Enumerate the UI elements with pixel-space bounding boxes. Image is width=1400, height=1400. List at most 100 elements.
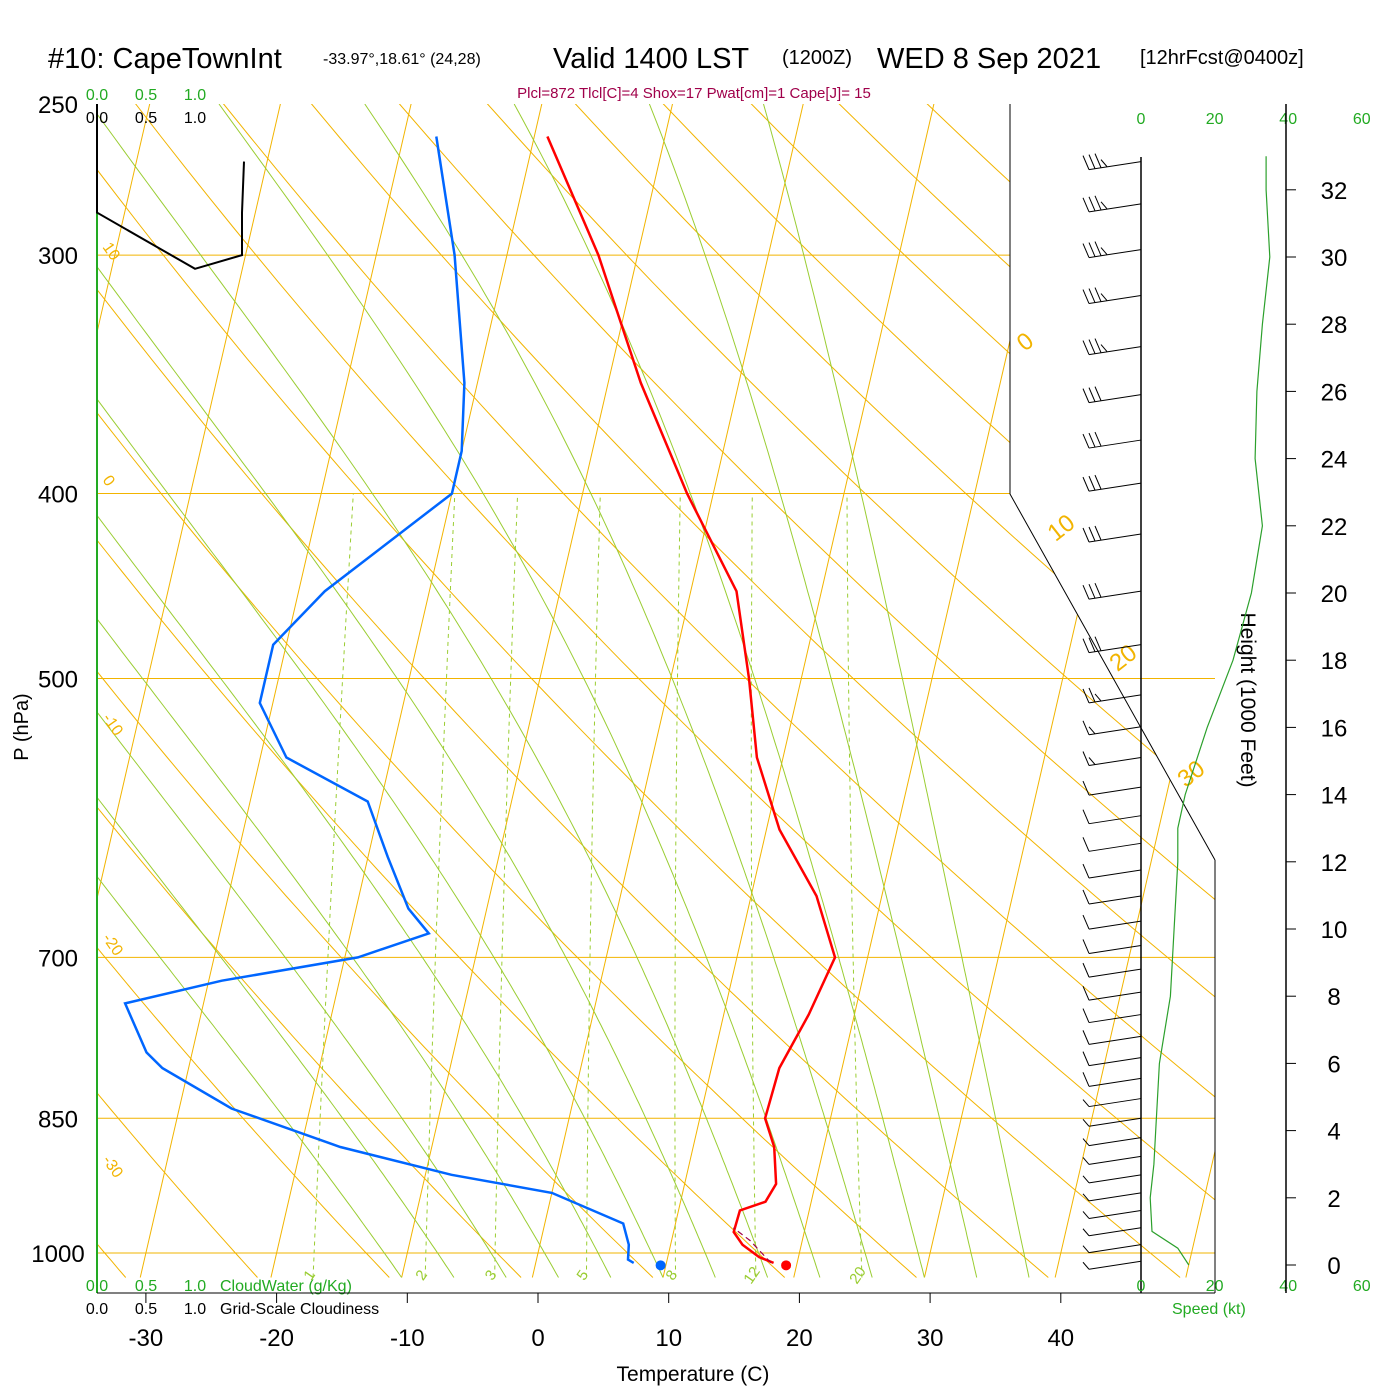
cloudiness-series xyxy=(96,104,245,270)
wind-barb-flag xyxy=(1088,196,1096,212)
mixing-ratio-label: 12 xyxy=(740,1264,763,1287)
mixing-ratio-line xyxy=(424,493,456,1278)
wind-barb xyxy=(1082,720,1142,736)
isotherm-line xyxy=(270,104,551,1278)
wind-barb-staff xyxy=(1088,203,1142,213)
isotherm-line xyxy=(0,70,27,1277)
dry-adiabat-line xyxy=(457,104,1215,1278)
wind-barb xyxy=(1082,939,1142,954)
wind-barb-flag xyxy=(1088,475,1096,491)
temperature-tick-label: -20 xyxy=(259,1325,294,1352)
wind-barb-staff xyxy=(1088,968,1142,978)
height-tick-label: 14 xyxy=(1321,783,1348,810)
wind-barb-flag xyxy=(1082,809,1090,824)
surface-dewpoint-marker xyxy=(655,1260,666,1271)
cloud-water-scale-label: 0.5 xyxy=(135,87,157,104)
pressure-axis-title: P (hPa) xyxy=(11,693,33,760)
wind-barb-flag xyxy=(1100,247,1108,255)
wind-barb-flag xyxy=(1082,1261,1090,1270)
temperature-axis-title: Temperature (C) xyxy=(617,1363,770,1386)
wind-barb xyxy=(1082,1174,1142,1184)
wind-barb-staff xyxy=(1088,1137,1142,1147)
moist-adiabat-line xyxy=(364,104,873,1278)
moist-adiabat-line xyxy=(648,104,978,1278)
dry-adiabat-line xyxy=(97,104,917,1278)
cloud-water-scale-label: 1.0 xyxy=(184,87,206,104)
moist-adiabat-line xyxy=(218,104,821,1278)
wind-barb-staff xyxy=(1088,1155,1142,1165)
wind-barb-flag xyxy=(1082,197,1090,213)
wind-barb-staff xyxy=(1088,944,1142,954)
wind-barb xyxy=(1082,780,1142,796)
isotherm-line xyxy=(531,104,812,1278)
wind-barb-flag xyxy=(1082,476,1090,492)
moist-adiabat-line xyxy=(97,104,769,1278)
chart-title-forecast: [12hrFcst@0400z] xyxy=(1140,47,1304,69)
wind-barb xyxy=(1082,1244,1142,1254)
dewpoint-line xyxy=(123,136,635,1264)
temperature-tick-label: 10 xyxy=(655,1325,682,1352)
isotherm-line xyxy=(1185,104,1215,1278)
height-tick-label: 8 xyxy=(1327,984,1340,1011)
mixing-ratio-line xyxy=(494,493,519,1278)
chart-title-utc: (1200Z) xyxy=(782,47,852,69)
moist-adiabat-line xyxy=(97,104,612,1278)
chart-indices: Plcl=872 Tlcl[C]=4 Shox=17 Pwat[cm]=1 Ca… xyxy=(517,85,871,102)
cloudiness-line xyxy=(96,104,245,270)
wind-barb xyxy=(1082,153,1142,171)
wind-barb-flag xyxy=(1082,527,1090,543)
wind-barb-flag xyxy=(1082,433,1090,449)
wind-barb-flag xyxy=(1082,939,1090,954)
cloud-water-scale-label: 0.0 xyxy=(86,87,108,104)
isotherm-line xyxy=(662,104,943,1278)
isobar-grid xyxy=(97,254,1215,1254)
height-tick-label: 0 xyxy=(1327,1253,1340,1280)
wind-barb-flag xyxy=(1082,1157,1090,1165)
wind-barb-staff xyxy=(1088,895,1142,905)
wind-barb xyxy=(1082,863,1142,879)
wind-barb xyxy=(1082,386,1142,404)
isotherm-line xyxy=(793,104,1073,1278)
pressure-tick-label: 250 xyxy=(38,92,78,119)
height-tick-label: 2 xyxy=(1327,1186,1340,1213)
mixing-ratio-label: 3 xyxy=(482,1267,501,1284)
wind-barb-flag xyxy=(1094,338,1102,353)
wind-barb xyxy=(1082,914,1142,930)
wind-barb-flag xyxy=(1082,1228,1090,1237)
wind-barb-staff xyxy=(1088,920,1142,930)
wind-barb-flag xyxy=(1088,242,1096,257)
wind-barb-staff xyxy=(1088,1260,1142,1270)
pressure-tick-label: 700 xyxy=(38,945,78,972)
mixing-ratio-line xyxy=(586,493,601,1278)
dry-adiabat-line xyxy=(631,104,1215,1278)
wind-barb-flag xyxy=(1082,1138,1090,1146)
cloud-water-scale-label: 0.5 xyxy=(135,1278,157,1295)
dry-adiabat-line xyxy=(97,104,1181,1278)
temperature-tick-label: -30 xyxy=(129,1325,164,1352)
mixing-ratio-label: 5 xyxy=(573,1267,592,1284)
wind-barb-staff xyxy=(1088,1077,1142,1087)
height-tick-label: 10 xyxy=(1321,917,1348,944)
height-tick-label: 12 xyxy=(1321,850,1348,877)
cloudiness-scale-label: 0.5 xyxy=(135,1301,157,1318)
wind-barb-flag xyxy=(1082,1175,1090,1184)
wind-barb xyxy=(1082,1155,1142,1165)
isotherm-line xyxy=(1054,104,1215,1278)
moist-adiabat-line xyxy=(97,104,559,1278)
wind-barb-flag xyxy=(1082,1072,1090,1087)
mixing-ratio-lines xyxy=(312,493,863,1278)
wind-barb xyxy=(1082,962,1142,978)
wind-barb xyxy=(1082,1072,1142,1087)
wind-barb-staff xyxy=(1088,1117,1142,1127)
wind-barb-flag xyxy=(1088,637,1096,652)
speed-tick-label: 20 xyxy=(1206,1278,1224,1295)
sounding-series xyxy=(123,136,837,1271)
wind-barb xyxy=(1082,474,1142,492)
speed-tick-label: 0 xyxy=(1137,1278,1146,1295)
wind-barb-flag xyxy=(1088,387,1096,402)
wind-barb-flag xyxy=(1088,288,1096,303)
wind-barb xyxy=(1082,1260,1142,1270)
wind-barb xyxy=(1082,1192,1142,1202)
wind-barb-flag xyxy=(1094,287,1102,302)
